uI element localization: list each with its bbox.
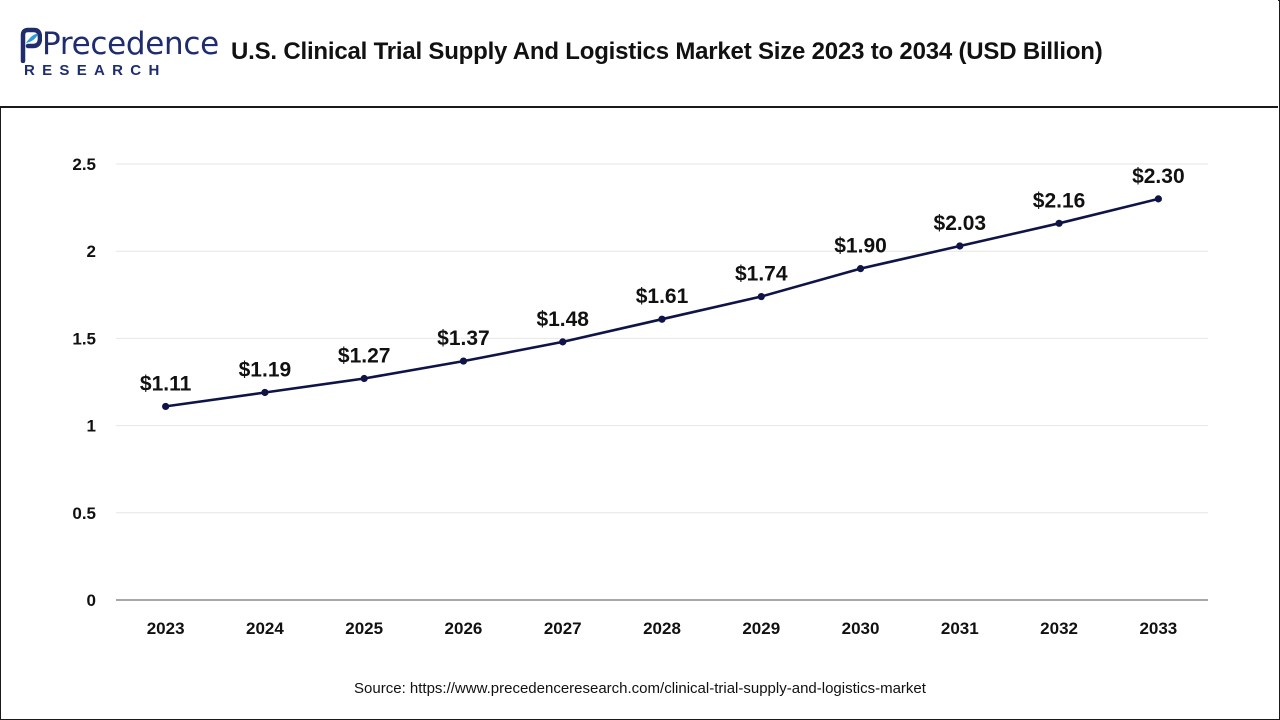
data-label: $1.37 <box>437 327 490 350</box>
x-tick-label: 2027 <box>544 619 582 638</box>
y-tick-label: 2 <box>87 242 96 261</box>
data-label: $1.19 <box>239 358 292 381</box>
y-axis: 0 0.5 1 1.5 2 2.5 <box>72 155 96 610</box>
data-point <box>956 242 964 250</box>
x-tick-label: 2030 <box>842 619 880 638</box>
gridlines <box>116 163 1208 601</box>
data-point <box>856 265 865 273</box>
x-tick-label: 2029 <box>742 619 780 638</box>
y-tick-label: 2.5 <box>72 155 96 174</box>
data-point <box>261 388 269 397</box>
data-labels: $1.11 $1.19 $1.27 $1.37 $1.48 $1.61 $1.74 $1.90… <box>140 165 1185 396</box>
data-point <box>162 402 170 411</box>
x-tick-label: 2026 <box>445 619 483 638</box>
x-tick-label: 2028 <box>643 619 681 638</box>
leaf-icon <box>20 27 42 63</box>
logo-subtitle: RESEARCH <box>24 62 167 79</box>
data-point <box>1154 195 1162 203</box>
x-tick-label: 2025 <box>345 619 383 638</box>
data-points <box>162 195 1162 411</box>
y-tick-label: 1 <box>87 417 96 436</box>
data-point <box>559 338 567 346</box>
data-label: $2.16 <box>1033 189 1086 212</box>
data-label: $2.03 <box>934 212 987 235</box>
chart-title: U.S. Clinical Trial Supply And Logistics… <box>231 38 1103 65</box>
line-chart: 00.511.522.5 2023 2024 2025 2026 2027 2028 202… <box>72 155 1208 638</box>
y-tick-label: 0 <box>87 591 96 610</box>
x-tick-label: 2023 <box>147 619 185 638</box>
x-tick-label: 2032 <box>1040 619 1078 638</box>
x-tick-label: 2031 <box>941 619 979 638</box>
y-tick-label: 1.5 <box>72 329 96 348</box>
y-tick-label: 0.5 <box>72 504 96 523</box>
data-point <box>658 315 666 323</box>
data-label: $2.30 <box>1132 165 1185 188</box>
header: Precedence RESEARCH U.S. Clinical Trial … <box>0 0 1278 108</box>
logo-wordmark: Precedence <box>42 26 219 62</box>
data-point <box>757 292 765 301</box>
data-point <box>459 357 468 365</box>
precedence-research-logo: Precedence RESEARCH <box>20 26 220 82</box>
data-point <box>360 374 368 383</box>
data-label: $1.61 <box>636 285 689 308</box>
x-axis: 2023 2024 2025 2026 2027 2028 2029 2030 2031 2032… <box>147 619 1178 638</box>
data-point <box>1055 219 1063 227</box>
data-label: $1.74 <box>735 263 788 286</box>
data-label: $1.90 <box>834 235 887 258</box>
data-label: $1.11 <box>140 372 192 395</box>
data-label: $1.27 <box>338 345 391 368</box>
data-label: $1.48 <box>536 308 589 331</box>
x-tick-label: 2024 <box>246 619 284 638</box>
x-tick-label: 2033 <box>1139 619 1177 638</box>
source-note: Source: https://www.precedenceresearch.c… <box>354 680 926 697</box>
